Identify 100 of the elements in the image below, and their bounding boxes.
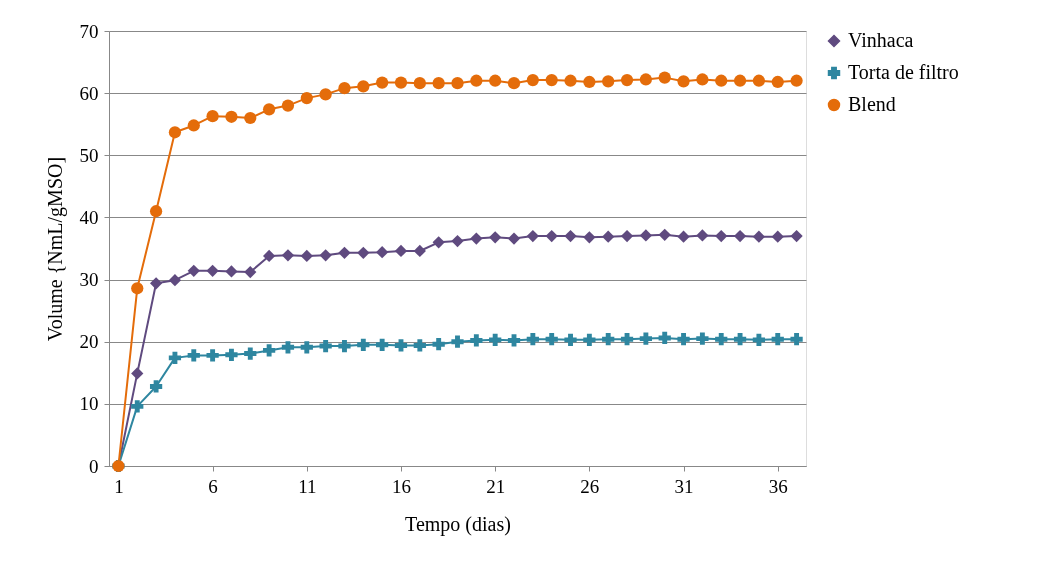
point (771, 230, 784, 243)
point (620, 333, 634, 346)
point (790, 74, 803, 87)
point (733, 333, 747, 346)
point (281, 99, 295, 112)
point (545, 229, 558, 243)
point (489, 74, 502, 87)
x-tick-label: 16 (391, 475, 411, 497)
point (432, 77, 445, 90)
point (338, 82, 351, 95)
y-tick-label: 20 (79, 331, 99, 353)
point (206, 264, 219, 277)
point (338, 246, 351, 259)
point (752, 333, 766, 346)
point (168, 351, 182, 364)
point (489, 333, 502, 346)
point (338, 339, 351, 353)
point (715, 333, 728, 346)
point (206, 110, 219, 123)
y-tick-label: 0 (89, 455, 99, 477)
point (639, 73, 652, 86)
point (394, 339, 408, 352)
point (602, 333, 615, 346)
point (715, 229, 728, 243)
point (733, 74, 747, 87)
point (149, 277, 163, 290)
point (470, 74, 483, 87)
x-tick-label: 6 (208, 475, 218, 497)
point (677, 333, 690, 346)
point (602, 75, 615, 88)
legend-label: Vinhaca (848, 29, 914, 51)
point (244, 265, 257, 279)
point (394, 244, 408, 258)
point (451, 234, 464, 248)
point (733, 229, 747, 243)
point (187, 119, 200, 132)
point (432, 338, 445, 351)
point (620, 229, 634, 243)
point (658, 228, 671, 241)
point (564, 229, 577, 243)
point (602, 230, 615, 243)
point (376, 246, 389, 259)
point (526, 229, 539, 243)
point (564, 333, 577, 346)
point (771, 75, 784, 89)
point (357, 246, 370, 259)
x-tick-label: 26 (580, 475, 600, 497)
x-tick-label: 31 (674, 475, 694, 497)
point (658, 71, 671, 84)
point (489, 231, 502, 244)
x-tick-label: 36 (768, 475, 788, 497)
x-tick-label: 11 (298, 475, 317, 497)
point (413, 244, 426, 258)
x-axis-title: Tempo (dias) (405, 512, 511, 536)
point (451, 77, 464, 90)
point (507, 77, 521, 90)
point (187, 264, 200, 277)
point (244, 111, 257, 125)
point (545, 73, 558, 87)
point (620, 73, 634, 87)
point (225, 348, 238, 361)
point (131, 367, 144, 380)
point (263, 344, 276, 357)
point (583, 333, 596, 346)
x-tick-label: 1 (114, 475, 124, 497)
point (771, 333, 784, 346)
point (225, 110, 238, 123)
point (752, 230, 766, 243)
point (526, 73, 539, 87)
point (526, 333, 539, 346)
point (168, 274, 182, 287)
y-tick-label: 50 (79, 144, 99, 166)
point (187, 349, 200, 362)
y-tick-label: 70 (79, 20, 99, 42)
y-tick-label: 10 (79, 393, 99, 415)
point (131, 400, 144, 413)
point (507, 334, 521, 347)
point (376, 76, 389, 89)
x-tick-label: 21 (486, 475, 506, 497)
point (413, 339, 426, 352)
y-tick-label: 40 (79, 206, 99, 228)
point (583, 75, 596, 89)
point (357, 338, 370, 351)
point (244, 347, 257, 360)
point (564, 74, 577, 87)
point (658, 331, 671, 345)
point (131, 282, 144, 295)
point (281, 249, 295, 262)
point (752, 74, 766, 87)
point (639, 332, 652, 345)
point (168, 126, 182, 139)
point (451, 335, 464, 348)
point (319, 339, 332, 353)
point (790, 333, 803, 346)
y-axis-title: Volume {NmL/gMSO] (43, 156, 67, 342)
point (545, 333, 558, 346)
point (507, 232, 521, 245)
point (300, 249, 313, 263)
point (639, 229, 652, 242)
point (790, 229, 803, 243)
